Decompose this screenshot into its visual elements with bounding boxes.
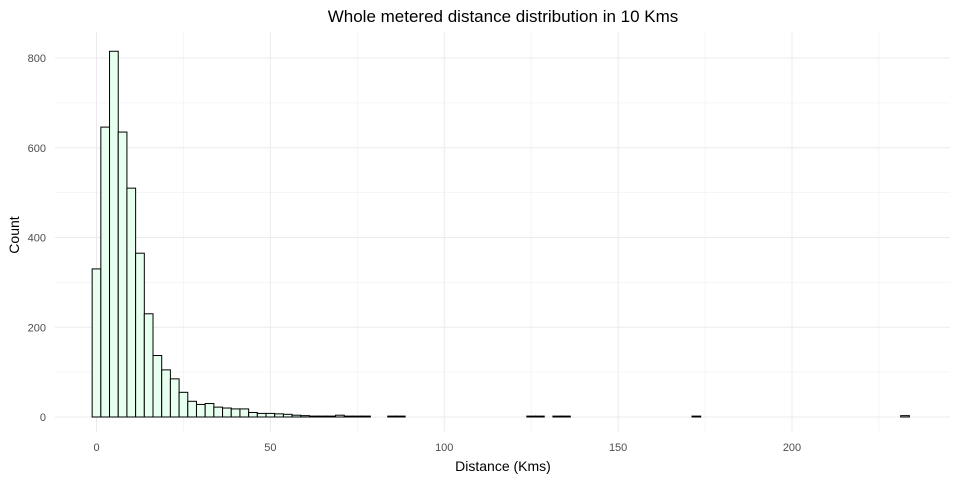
histogram-bar (291, 414, 302, 418)
x-axis-ticks: 0 50 100 150 200 (93, 442, 801, 454)
histogram-bar (335, 414, 345, 418)
histogram-bar (178, 391, 189, 418)
histogram-bar (126, 187, 137, 418)
histogram-bar (204, 403, 215, 418)
y-tick-label: 0 (40, 412, 46, 424)
x-axis-label: Distance (Kms) (455, 458, 551, 474)
histogram-bar (395, 415, 406, 418)
x-tick-label: 0 (93, 442, 99, 454)
histogram-bar (265, 412, 276, 418)
x-tick-label: 100 (435, 442, 453, 454)
histogram-bar (274, 413, 284, 418)
histogram-bar (361, 415, 371, 418)
histogram-bar (343, 415, 354, 418)
y-tick-label: 400 (28, 233, 46, 245)
histogram-bar (187, 400, 197, 418)
histogram-bar (900, 415, 910, 418)
histogram-bar (100, 126, 111, 418)
histogram-bar (256, 412, 267, 418)
histogram-bar (561, 415, 571, 418)
histogram-bar (213, 406, 224, 418)
histogram-bar (91, 268, 102, 418)
histogram-bar (169, 378, 180, 418)
histogram-bar (161, 369, 171, 418)
y-tick-label: 800 (28, 53, 46, 65)
y-axis-label: Count (6, 216, 22, 253)
histogram-bar (317, 415, 328, 418)
histogram-bar (117, 131, 128, 418)
histogram-bar (326, 415, 337, 418)
histogram-bar (248, 412, 258, 418)
histogram-bar (239, 408, 250, 418)
y-tick-label: 600 (28, 143, 46, 155)
histogram-bar (135, 252, 145, 418)
histogram-bar (109, 50, 119, 418)
grid-lines (55, 32, 950, 432)
y-axis-ticks: 0 200 400 600 800 (28, 53, 46, 424)
histogram-bar (691, 415, 702, 418)
histogram-bar (352, 415, 363, 418)
histogram-bar (308, 415, 319, 418)
x-tick-label: 150 (609, 442, 627, 454)
histogram-bar (300, 415, 310, 418)
histogram-bar (152, 355, 163, 418)
x-tick-label: 200 (783, 442, 801, 454)
histogram-bar (282, 413, 293, 418)
histogram-bar (526, 415, 537, 418)
histogram-bars (91, 50, 910, 418)
x-tick-label: 50 (264, 442, 276, 454)
histogram-bar (535, 415, 545, 418)
histogram-bar (552, 415, 563, 418)
y-tick-label: 200 (28, 322, 46, 334)
histogram-bar (143, 313, 154, 418)
histogram-bar (195, 403, 206, 418)
histogram-bar (222, 407, 232, 418)
histogram-bar (387, 415, 397, 418)
histogram-bar (230, 408, 241, 418)
chart-title: Whole metered distance distribution in 1… (328, 7, 679, 26)
